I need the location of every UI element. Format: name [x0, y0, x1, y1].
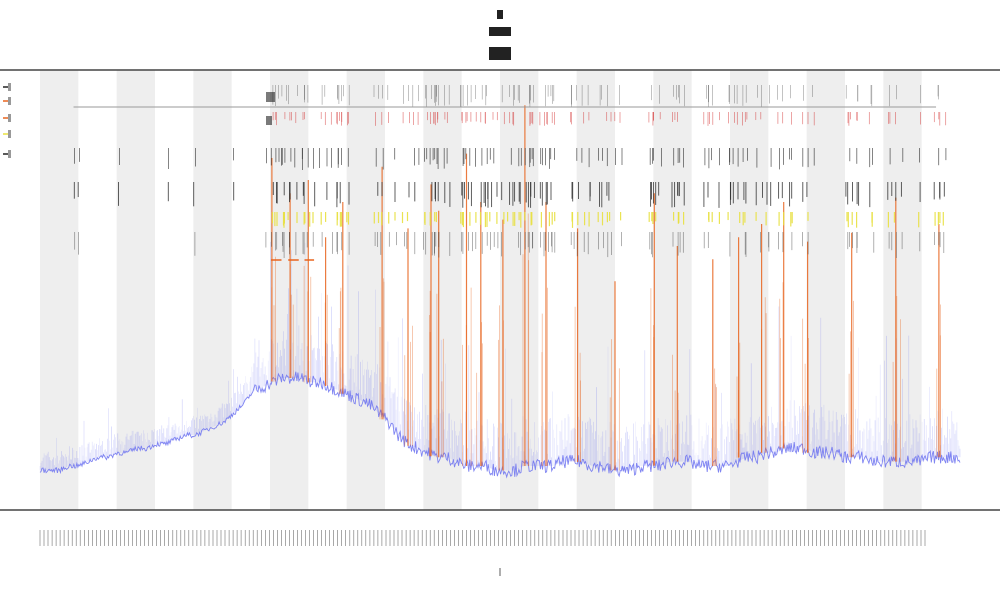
legend-label-2 [8, 114, 11, 122]
legend-label-1 [8, 97, 11, 105]
x-tick-labels [39, 530, 926, 576]
band-4 [346, 70, 385, 510]
legend-label-3 [8, 130, 11, 138]
band-2 [193, 70, 232, 510]
annotation-box-2 [266, 116, 272, 125]
band-10 [806, 70, 845, 510]
title-mark [497, 10, 503, 19]
subtitle-mark [489, 27, 511, 36]
band-1 [116, 70, 155, 510]
chart-title-group [489, 10, 511, 60]
legend [3, 83, 11, 158]
axes [0, 69, 1000, 511]
band-3 [270, 70, 309, 510]
band-11 [883, 70, 922, 510]
legend-label-4 [8, 150, 11, 158]
band-0 [40, 70, 79, 510]
legend-label-0 [8, 83, 11, 91]
plot-content [39, 85, 961, 479]
subtitle-mark-2 [489, 47, 511, 60]
band-6 [500, 70, 539, 510]
background-bands [40, 70, 922, 510]
series-line [39, 371, 961, 479]
band-7 [576, 70, 615, 510]
annotation-box-1 [266, 92, 275, 102]
